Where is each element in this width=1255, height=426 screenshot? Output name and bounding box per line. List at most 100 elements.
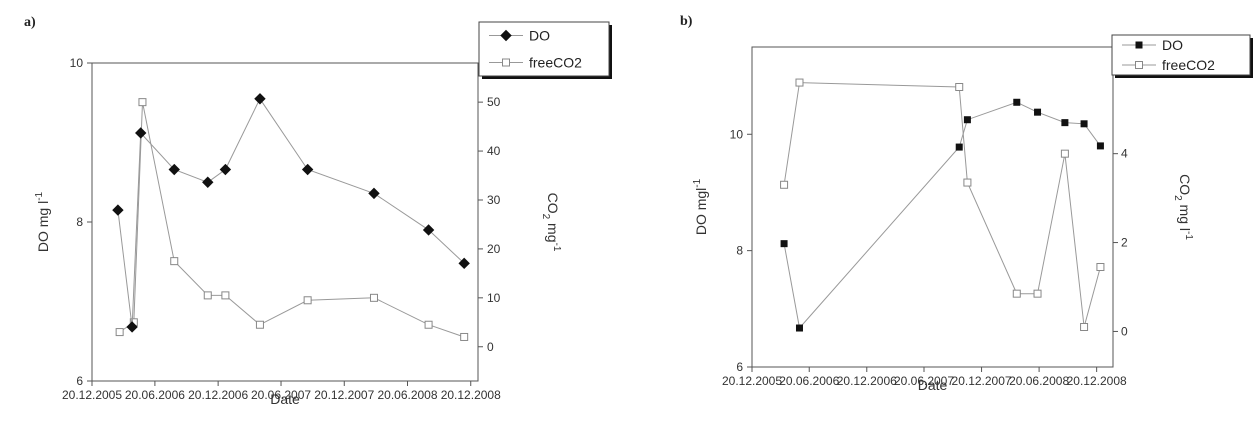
panel-label: b): [680, 14, 693, 29]
do-marker: [126, 321, 138, 333]
y-left-tick-label: 8: [736, 244, 743, 258]
series-freeCO2: [780, 78, 1105, 331]
chart-panel-a: a)20.12.2005 20.06.2006 20.12.2006 20.06.20…: [24, 15, 612, 407]
x-tick-label: 20.06.2007: [894, 374, 954, 388]
x-tick-label: 20.12.2007: [952, 374, 1012, 388]
co2-marker: [369, 293, 378, 302]
co2-marker: [255, 320, 264, 329]
do-marker: [1034, 108, 1042, 116]
y-axis-right: 0 10 20 30 40 50: [478, 95, 501, 354]
co2-marker: [1096, 263, 1105, 271]
chart-panel-b: b) 20.12.200520.06.200620.12.200620.06.20…: [680, 14, 1253, 393]
legend: DO freeCO2: [1111, 34, 1253, 78]
do-marker: [1061, 119, 1069, 127]
y-axis-right: 0246: [1113, 58, 1128, 338]
do-marker: [963, 116, 971, 124]
co2-marker: [138, 98, 147, 107]
x-tick-label: 20.12.2005: [62, 388, 122, 402]
do-marker: [168, 163, 180, 176]
y-right-tick-label: 2: [1121, 236, 1128, 250]
co2-marker: [1012, 289, 1021, 298]
co2-marker: [1033, 289, 1042, 298]
co2-marker: [170, 257, 179, 266]
y-right-tick-label: 4: [1121, 147, 1128, 161]
x-axis-title: Date: [918, 377, 948, 393]
y-right-tick-label: 0: [1121, 324, 1128, 338]
y-left-tick-label: 8: [76, 215, 83, 229]
x-axis-title: Date: [270, 391, 300, 407]
y-right-title-sup: -1: [1183, 231, 1194, 240]
y-left-axis-title: DO mgl-1: [692, 178, 709, 235]
do-marker: [135, 127, 147, 139]
co2-marker: [203, 291, 212, 300]
do-marker: [219, 163, 232, 176]
y-right-tick-label: 40: [487, 144, 501, 158]
do-marker: [1080, 120, 1088, 128]
x-tick-label: 20.12.2008: [441, 388, 501, 402]
series-line: [117, 97, 465, 327]
x-tick-label: 20.06.2006: [779, 374, 839, 388]
y-left-tick-label: 10: [70, 56, 84, 70]
co2-marker: [460, 332, 469, 341]
x-tick-label: 20.12.2006: [837, 374, 897, 388]
co2-marker: [502, 58, 510, 67]
do-marker: [955, 143, 963, 151]
y-right-axis-title: CO2 mg-1: [540, 193, 562, 252]
y-left-title-sup: -1: [34, 191, 45, 200]
co2-marker: [1135, 61, 1143, 69]
y-right-title-sub: 2: [540, 214, 551, 220]
co2-marker: [963, 178, 972, 187]
y-left-title-main: DO mg l: [35, 201, 51, 252]
y-right-title-rest: mg: [545, 219, 561, 242]
y-left-axis-title: DO mg l-1: [34, 191, 51, 252]
x-tick-label: 20.06.2006: [125, 388, 185, 402]
co2-marker: [780, 180, 789, 189]
legend-label: DO: [1162, 37, 1183, 53]
x-tick-label: 20.06.2008: [377, 388, 437, 402]
co2-marker: [221, 291, 230, 300]
do-marker: [500, 29, 512, 42]
y-left-tick-label: 6: [736, 360, 743, 374]
co2-marker: [795, 78, 804, 87]
x-tick-label: 20.12.2005: [722, 374, 782, 388]
y-right-title-main: CO: [1177, 174, 1193, 195]
y-left-tick-label: 6: [76, 374, 83, 388]
y-axis-left: 6 8 10: [730, 127, 752, 374]
do-marker: [795, 324, 803, 332]
legend-label: freeCO2: [529, 55, 582, 71]
legend: DO freeCO2: [478, 21, 612, 79]
y-left-title-main: DO mgl: [693, 188, 709, 235]
y-right-tick-label: 50: [487, 95, 501, 109]
do-marker: [1135, 41, 1143, 49]
do-marker: [1013, 98, 1021, 106]
co2-marker: [303, 296, 312, 305]
y-right-tick-label: 30: [487, 193, 501, 207]
co2-marker: [1080, 323, 1089, 331]
y-axis-left: 6 8 10: [70, 56, 92, 388]
plot-frame: [91, 62, 479, 382]
series-DO: [780, 98, 1104, 332]
do-marker: [368, 187, 380, 200]
x-axis: 20.12.200520.06.200620.12.200620.06.2007…: [722, 367, 1127, 388]
y-right-title-rest: mg l: [1177, 201, 1193, 231]
x-tick-label: 20.12.2008: [1067, 374, 1127, 388]
do-marker: [112, 204, 124, 216]
legend-label: freeCO2: [1162, 57, 1215, 73]
y-left-tick-label: 10: [730, 127, 744, 141]
x-tick-label: 20.12.2006: [188, 388, 248, 402]
do-marker: [202, 176, 214, 188]
plot-frame: [751, 46, 1114, 368]
do-marker: [422, 224, 435, 236]
co2-marker: [424, 320, 433, 329]
co2-marker: [1060, 149, 1069, 158]
series-DO: [112, 93, 470, 333]
co2-marker: [955, 83, 964, 91]
do-marker: [254, 93, 266, 105]
x-tick-label: 20.12.2007: [314, 388, 374, 402]
do-marker: [780, 240, 788, 248]
y-right-tick-label: 10: [487, 291, 501, 305]
y-right-axis-title: CO2 mg l-1: [1172, 174, 1194, 240]
y-right-title-main: CO: [545, 193, 561, 214]
